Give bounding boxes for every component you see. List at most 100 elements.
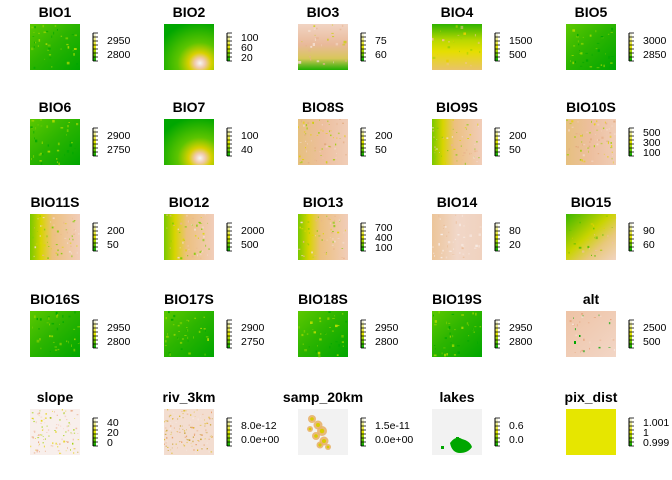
- raster-cell: [316, 230, 318, 232]
- raster-cell: [316, 135, 319, 136]
- raster-cell: [449, 335, 451, 338]
- legend-bar: [227, 223, 230, 251]
- raster-cell: [47, 44, 51, 47]
- raster-cell: [44, 450, 46, 452]
- raster-cell: [36, 450, 39, 453]
- raster-cell: [317, 351, 321, 355]
- raster-cell: [199, 253, 202, 256]
- raster-cell: [35, 449, 37, 451]
- raster-cell: [606, 129, 608, 131]
- raster-cell: [444, 226, 447, 228]
- raster-cell: [613, 349, 616, 352]
- raster-cell: [56, 315, 58, 318]
- raster-cell: [196, 247, 198, 249]
- raster-cell: [602, 127, 604, 130]
- raster-cell: [581, 159, 583, 162]
- raster-cell: [344, 59, 347, 62]
- raster-fill: [30, 311, 80, 357]
- raster-cell: [55, 431, 57, 433]
- raster-cell: [180, 222, 183, 225]
- raster-cell: [319, 151, 321, 153]
- raster-cell: [34, 431, 36, 433]
- raster-cell: [54, 234, 56, 236]
- raster-cell: [202, 413, 204, 415]
- raster-map: [164, 409, 214, 455]
- raster-cell: [337, 238, 340, 239]
- raster-cell: [56, 230, 59, 233]
- panel-title: BIO19S: [432, 291, 482, 307]
- raster-cell: [39, 215, 41, 217]
- raster-cell: [436, 127, 439, 129]
- raster-cell: [57, 450, 60, 452]
- raster-cell: [35, 139, 38, 143]
- raster-cell: [579, 335, 581, 337]
- raster-cell: [60, 234, 62, 235]
- raster-cell: [31, 412, 34, 414]
- raster-cell: [179, 428, 180, 430]
- raster-cell: [447, 245, 448, 248]
- raster-cell: [193, 449, 195, 451]
- raster-cell: [73, 429, 75, 431]
- legend-tick-label: 1.001: [643, 417, 669, 429]
- raster-cell: [574, 328, 576, 331]
- raster-cell: [30, 126, 33, 129]
- raster-cell: [39, 443, 40, 445]
- legend-tick-label: 500: [643, 336, 661, 348]
- raster-cell: [302, 159, 305, 161]
- raster-cell: [316, 60, 320, 63]
- raster-cell: [301, 333, 304, 337]
- panel-bio18s: BIO18S 2950 2800: [298, 291, 399, 358]
- raster-cell: [329, 130, 330, 133]
- raster-cell: [73, 328, 76, 330]
- panel-bio19s: BIO19S 2950 2800: [432, 291, 533, 357]
- raster-map: [566, 214, 617, 260]
- raster-cell: [170, 431, 173, 433]
- raster-cell: [34, 137, 35, 140]
- raster-cell: [164, 433, 167, 435]
- raster-cell: [470, 49, 473, 51]
- raster-cell: [596, 67, 600, 69]
- raster-cell: [57, 443, 58, 445]
- raster-cell: [475, 312, 477, 316]
- raster-cell: [452, 119, 454, 121]
- raster-cell: [203, 236, 205, 238]
- raster-cell: [469, 152, 471, 155]
- raster-cell: [32, 326, 33, 329]
- legend-tick-label: 40: [107, 417, 119, 429]
- raster-cell: [575, 146, 577, 148]
- raster-cell: [37, 124, 39, 126]
- lake-shape: [441, 446, 444, 449]
- raster-cell: [435, 148, 438, 150]
- raster-cell: [609, 132, 612, 134]
- raster-cell: [184, 226, 187, 228]
- raster-cell: [46, 235, 48, 238]
- raster-cell: [197, 449, 199, 451]
- raster-cell: [588, 150, 589, 153]
- raster-cell: [467, 340, 470, 342]
- legend-colorbar: 2950 2800: [360, 319, 399, 349]
- legend-tick-label: 2800: [509, 336, 533, 348]
- raster-cell: [434, 152, 436, 154]
- raster-cell: [187, 336, 189, 339]
- raster-cell: [41, 426, 43, 428]
- legend-bar: [495, 223, 498, 251]
- raster-cell: [336, 122, 338, 126]
- raster-cell: [610, 147, 613, 149]
- raster-cell: [41, 153, 44, 156]
- raster-cell: [568, 214, 570, 215]
- raster-cell: [52, 445, 54, 447]
- raster-cell: [191, 255, 194, 258]
- raster-cell: [319, 338, 322, 341]
- raster-cell: [212, 436, 213, 438]
- raster-cell: [165, 430, 167, 432]
- raster-cell: [166, 335, 169, 338]
- raster-cell: [610, 142, 612, 144]
- raster-cell: [179, 441, 181, 443]
- raster-cell: [60, 127, 64, 129]
- raster-cell: [35, 127, 36, 130]
- raster-cell: [205, 329, 206, 332]
- raster-cell: [468, 335, 470, 337]
- raster-cell: [603, 64, 605, 68]
- raster-cell: [574, 341, 576, 344]
